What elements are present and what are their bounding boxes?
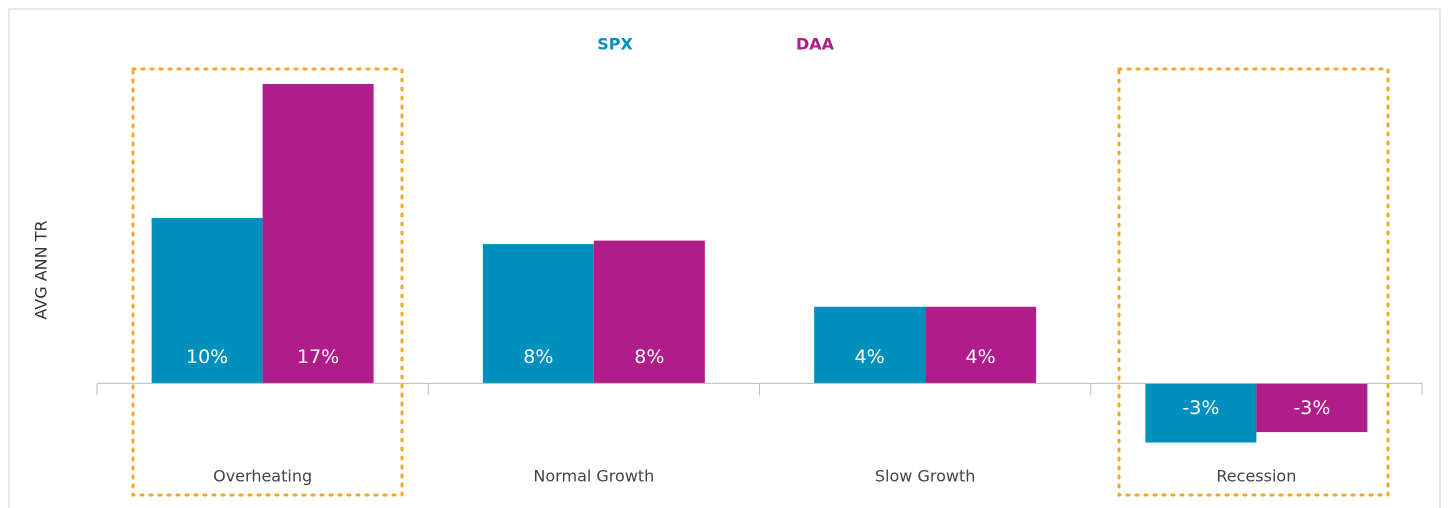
x-tick-label: Normal Growth bbox=[533, 467, 654, 486]
x-tick-label: Overheating bbox=[213, 467, 312, 486]
x-tick-label: Slow Growth bbox=[875, 467, 975, 486]
bar bbox=[482, 244, 594, 384]
value-label: 4% bbox=[855, 346, 885, 368]
bar bbox=[262, 83, 374, 384]
legend-label: SPX bbox=[597, 35, 633, 54]
value-label: -3% bbox=[1182, 397, 1219, 419]
legend-label: DAA bbox=[796, 35, 835, 54]
chart-frame bbox=[8, 8, 1441, 508]
bar bbox=[593, 240, 705, 384]
y-axis-title: AVG ANN TR bbox=[32, 220, 51, 319]
value-label: -3% bbox=[1293, 397, 1330, 419]
value-label: 10% bbox=[186, 346, 228, 368]
value-label: 17% bbox=[297, 346, 339, 368]
highlight-box bbox=[1117, 67, 1390, 497]
value-label: 8% bbox=[523, 346, 553, 368]
value-label: 8% bbox=[634, 346, 664, 368]
bar bbox=[814, 306, 926, 384]
bar bbox=[151, 217, 263, 384]
bar bbox=[1145, 383, 1257, 443]
x-tick-label: Recession bbox=[1216, 467, 1296, 486]
bar bbox=[1256, 383, 1368, 433]
bar bbox=[925, 306, 1037, 384]
value-label: 4% bbox=[966, 346, 996, 368]
highlight-box bbox=[131, 67, 404, 497]
